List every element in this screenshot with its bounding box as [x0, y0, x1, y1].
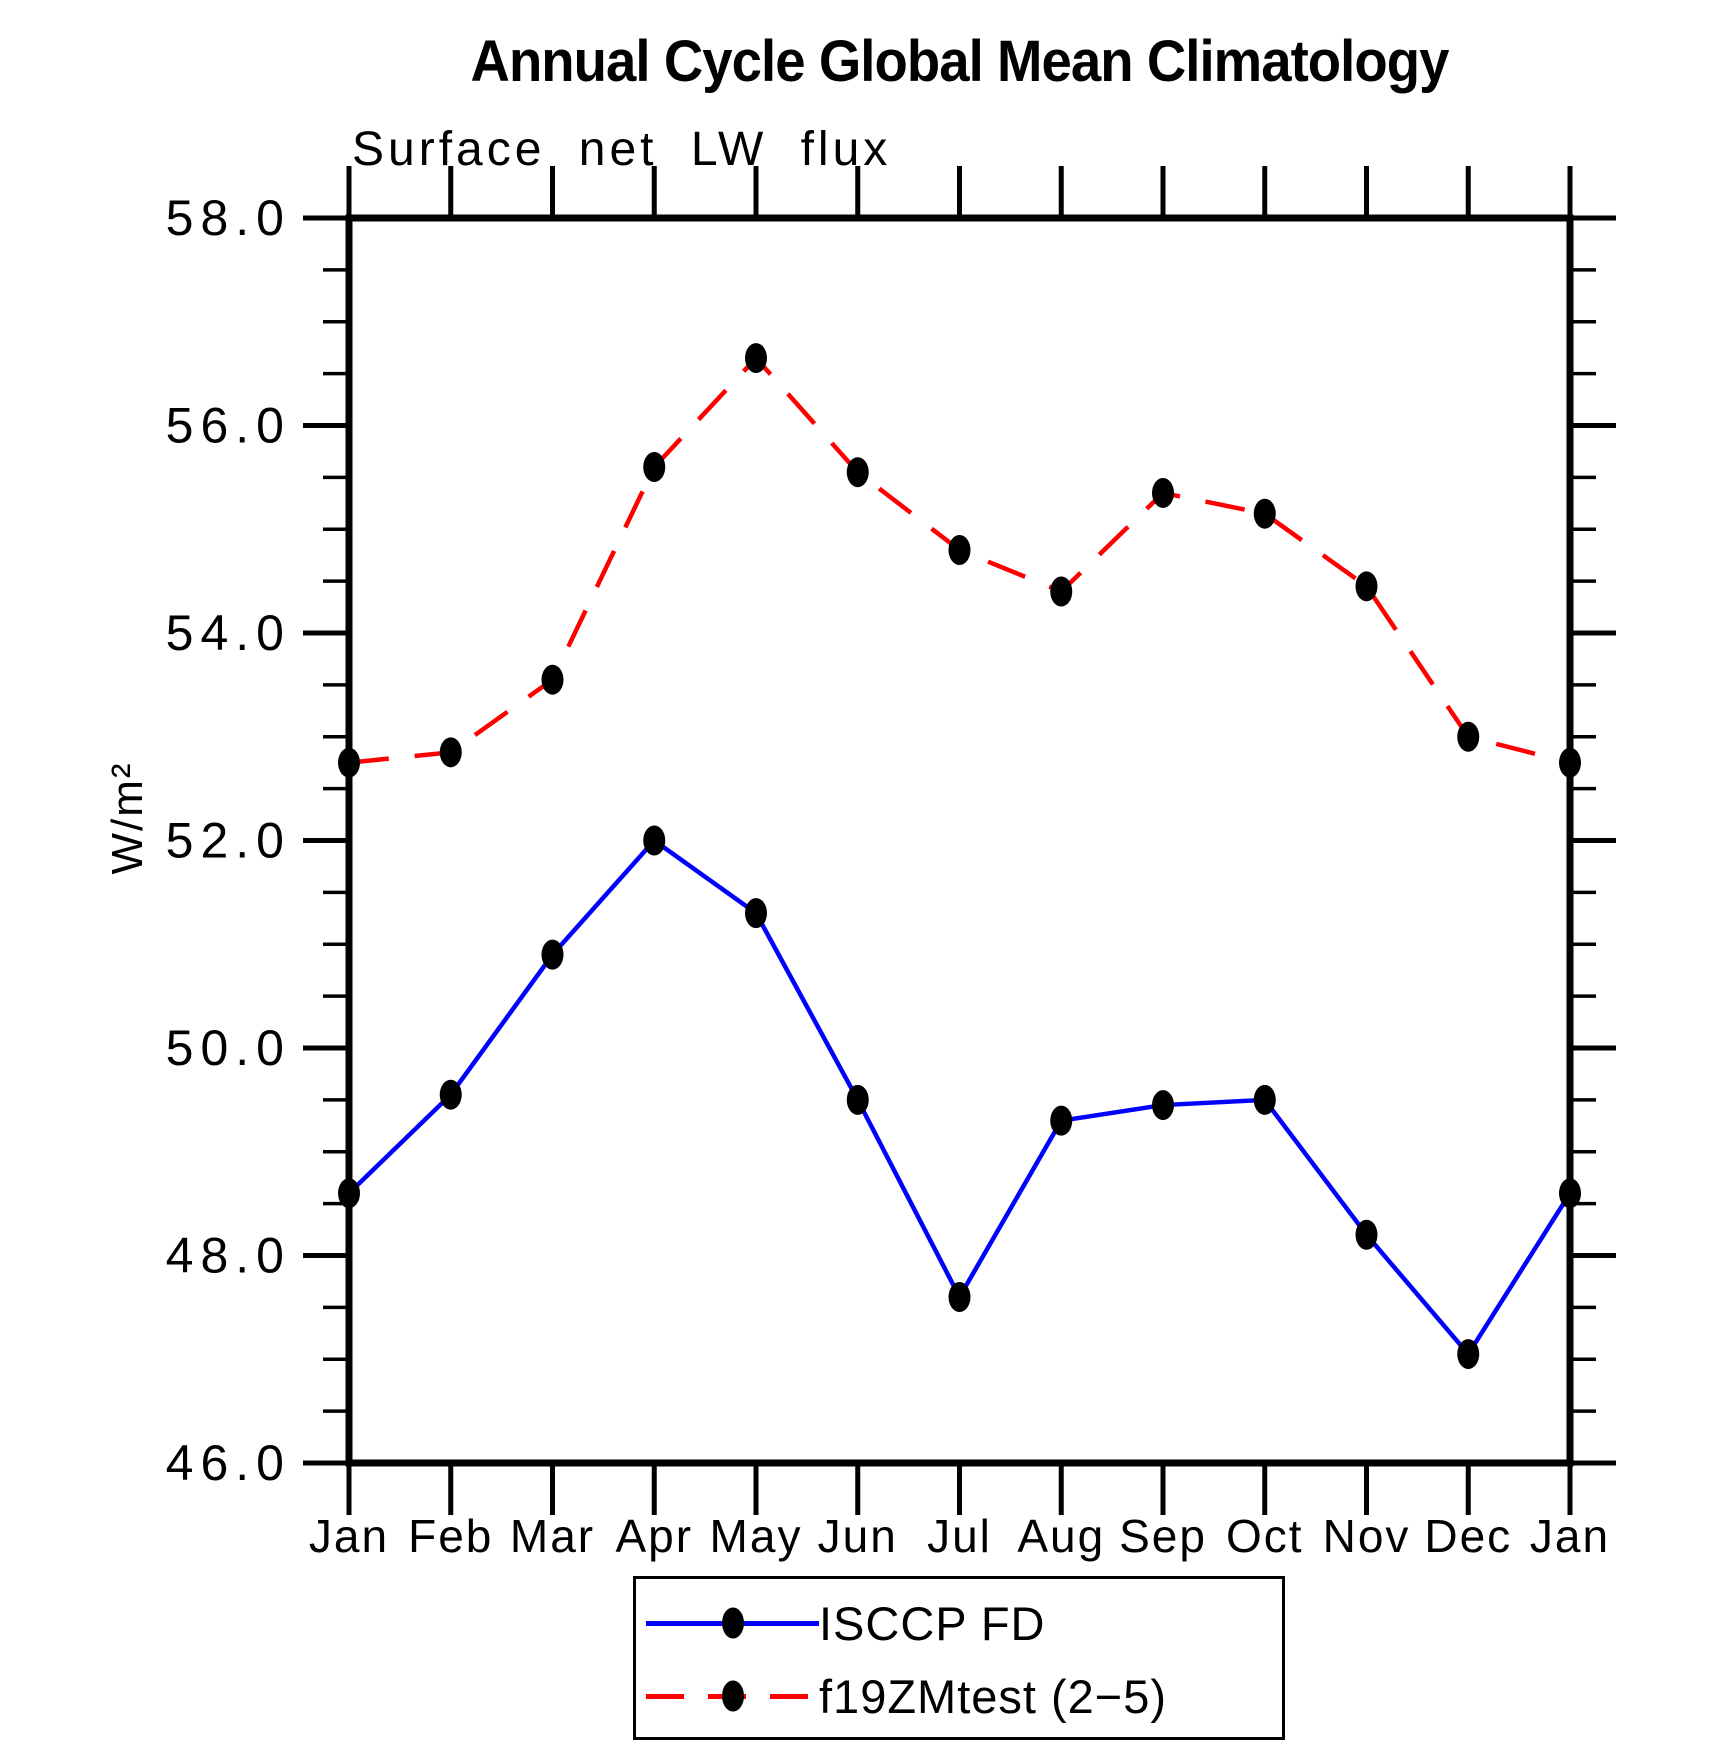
data-point-marker — [439, 1079, 462, 1110]
chart-title: Annual Cycle Global Mean Climatology — [470, 29, 1450, 94]
data-point-marker — [846, 1084, 869, 1115]
data-point-marker — [1457, 721, 1480, 752]
legend-label-isccp-fd: ISCCP FD — [819, 1596, 1046, 1650]
data-point-marker — [846, 457, 869, 488]
x-axis-tick-label: Nov — [1323, 1510, 1411, 1562]
legend-line-sample-dashed — [646, 1679, 819, 1713]
x-axis-tick-label: Jul — [927, 1510, 992, 1562]
x-axis-tick-label: Apr — [615, 1510, 693, 1562]
y-axis-tick-label: 58.0 — [166, 190, 291, 246]
data-point-marker — [643, 452, 666, 482]
legend-line-sample-solid — [646, 1606, 819, 1640]
data-point-marker — [1559, 1178, 1581, 1209]
legend-box: ISCCP FD f19ZMtest (2−5) — [633, 1576, 1285, 1740]
y-axis-tick-label: 52.0 — [166, 813, 291, 869]
data-point-marker — [745, 343, 767, 374]
data-point-marker — [1559, 747, 1581, 778]
x-axis-tick-label: May — [710, 1510, 803, 1562]
data-point-marker — [1050, 576, 1073, 607]
data-point-marker — [1152, 1090, 1174, 1121]
y-axis-tick-label: 46.0 — [166, 1435, 291, 1491]
x-axis-tick-label: Jun — [818, 1510, 898, 1562]
data-point-marker — [948, 1282, 971, 1312]
x-axis-tick-label: Feb — [408, 1510, 493, 1562]
data-point-marker — [1355, 571, 1378, 602]
series-line-0 — [347, 837, 1572, 1358]
data-point-marker — [541, 939, 564, 970]
data-point-marker — [643, 825, 666, 856]
y-axis-tick-label: 54.0 — [166, 605, 291, 661]
legend-marker-icon — [721, 1607, 744, 1639]
x-axis-tick-label: Dec — [1424, 1510, 1512, 1562]
data-point-marker — [541, 664, 564, 695]
x-axis-tick-label: Oct — [1226, 1510, 1304, 1562]
legend-marker-icon — [721, 1680, 744, 1712]
legend-item-f19zmtest: f19ZMtest (2−5) — [646, 1670, 1167, 1723]
x-axis-tick-label: Sep — [1119, 1510, 1207, 1562]
y-axis-tick-label: 48.0 — [166, 1228, 291, 1284]
data-point-marker — [1355, 1219, 1378, 1250]
data-point-marker — [338, 1178, 360, 1209]
x-axis-tick-label: Jan — [309, 1510, 389, 1562]
data-point-marker — [1253, 498, 1276, 529]
data-point-marker — [745, 898, 767, 929]
data-point-marker — [338, 747, 360, 778]
data-point-marker — [1253, 1084, 1276, 1115]
data-point-marker — [439, 737, 462, 768]
x-axis-tick-label: Jan — [1530, 1510, 1610, 1562]
chart-subtitle: Surface net LW flux — [352, 123, 892, 176]
plot-frame — [345, 214, 1574, 1467]
y-axis-tick-label: 50.0 — [166, 1020, 291, 1076]
y-axis-tick-label: 56.0 — [166, 398, 291, 454]
x-axis-tick-label: Aug — [1017, 1510, 1105, 1562]
legend-item-isccp-fd: ISCCP FD — [646, 1597, 1046, 1650]
data-point-marker — [1050, 1105, 1073, 1136]
data-point-marker — [1152, 477, 1174, 508]
x-axis-tick-label: Mar — [510, 1510, 595, 1562]
data-point-marker — [948, 535, 971, 565]
legend-label-f19zmtest: f19ZMtest (2−5) — [819, 1669, 1168, 1723]
data-point-marker — [1457, 1339, 1480, 1370]
